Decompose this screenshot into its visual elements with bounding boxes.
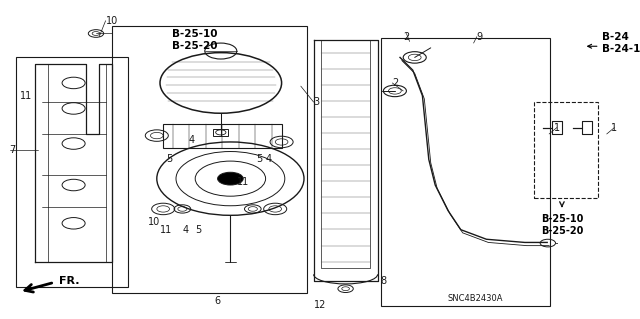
Text: 7: 7 xyxy=(10,145,16,155)
Bar xyxy=(213,129,228,136)
Text: 3: 3 xyxy=(314,97,320,107)
Text: 5: 5 xyxy=(195,225,202,235)
Text: 8: 8 xyxy=(381,276,387,286)
Text: 1: 1 xyxy=(611,122,618,133)
Text: FR.: FR. xyxy=(59,276,79,286)
Text: 5: 5 xyxy=(166,154,173,165)
Circle shape xyxy=(218,172,243,185)
Text: B-25-10
B-25-20: B-25-10 B-25-20 xyxy=(541,214,583,236)
Text: 4: 4 xyxy=(189,135,195,145)
Text: 9: 9 xyxy=(477,32,483,42)
Text: 6: 6 xyxy=(214,296,221,307)
Text: SNC4B2430A: SNC4B2430A xyxy=(448,294,504,303)
Bar xyxy=(112,26,307,293)
Text: 10: 10 xyxy=(106,16,118,26)
Text: 4: 4 xyxy=(266,154,272,165)
Bar xyxy=(163,124,282,148)
Text: 10: 10 xyxy=(147,217,160,227)
Text: 1: 1 xyxy=(554,122,560,133)
Text: B-25-10
B-25-20: B-25-10 B-25-20 xyxy=(172,29,217,51)
Text: B-24: B-24 xyxy=(602,32,628,42)
Bar xyxy=(16,57,128,287)
Text: 5: 5 xyxy=(256,154,262,165)
Text: 11: 11 xyxy=(237,177,250,187)
Bar xyxy=(381,38,550,306)
Text: 11: 11 xyxy=(160,225,173,235)
Text: B-24-1: B-24-1 xyxy=(602,44,640,55)
Text: 2: 2 xyxy=(392,78,399,88)
Bar xyxy=(534,102,598,198)
Text: 12: 12 xyxy=(314,300,326,310)
Text: 2: 2 xyxy=(403,32,410,42)
Text: 4: 4 xyxy=(182,225,189,235)
Text: 11: 11 xyxy=(19,91,32,101)
